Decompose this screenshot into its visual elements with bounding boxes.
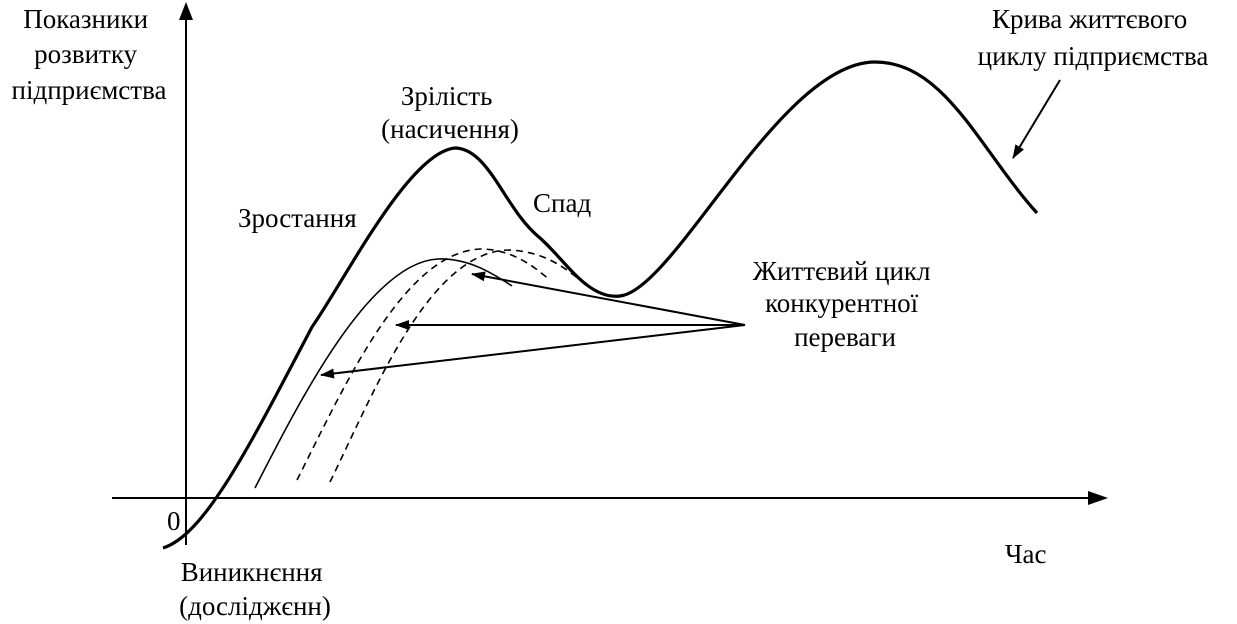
advantage-curve-dashed-2 [329,249,581,483]
enterprise-curve-label: Крива життєвого циклу підприємства [978,4,1209,71]
enterprise-curve-label-line-1: Крива життєвого [992,4,1187,34]
emergence-label-line-1: Виникнєння [181,557,323,587]
y-axis-label-line-1: Показники [23,4,148,34]
enterprise-life-cycle-curve [162,60,1039,550]
y-axis-label: Показники розвитку підприємства [12,4,167,105]
x-axis-label: Час [1005,539,1047,569]
advantage-arrow-bottom [320,324,746,379]
advantage-curve-dashed-1 [296,248,551,481]
maturity-label: Зрілість (насичення) [381,81,519,144]
enterprise-curve-label-line-2: циклу підприємства [978,41,1209,71]
maturity-label-line-1: Зрілість [401,81,493,111]
advantage-arrow-top [471,271,746,326]
enterprise-curve-arrow [1012,79,1061,159]
advantage-cycle-label-line-3: переваги [794,322,896,352]
maturity-label-line-2: (насичення) [381,114,519,144]
emergence-label: Виникнєння (досліджєнн) [179,557,331,621]
decline-label: Спад [533,188,591,218]
advantage-cycle-label-line-1: Життєвий цикл [753,256,931,286]
y-axis-label-line-2: розвитку [34,39,137,69]
advantage-curve-solid [254,258,513,489]
origin-label: 0 [167,506,181,536]
x-axis-arrowhead [1088,491,1108,505]
emergence-label-line-2: (досліджєнн) [179,591,331,621]
advantage-cycle-label-line-2: конкурентної [765,288,919,318]
y-axis-arrowhead [179,2,193,20]
advantage-cycle-label: Життєвий цикл конкурентної переваги [753,256,937,352]
y-axis-label-line-3: підприємства [12,75,167,105]
growth-label: Зростання [238,203,357,233]
